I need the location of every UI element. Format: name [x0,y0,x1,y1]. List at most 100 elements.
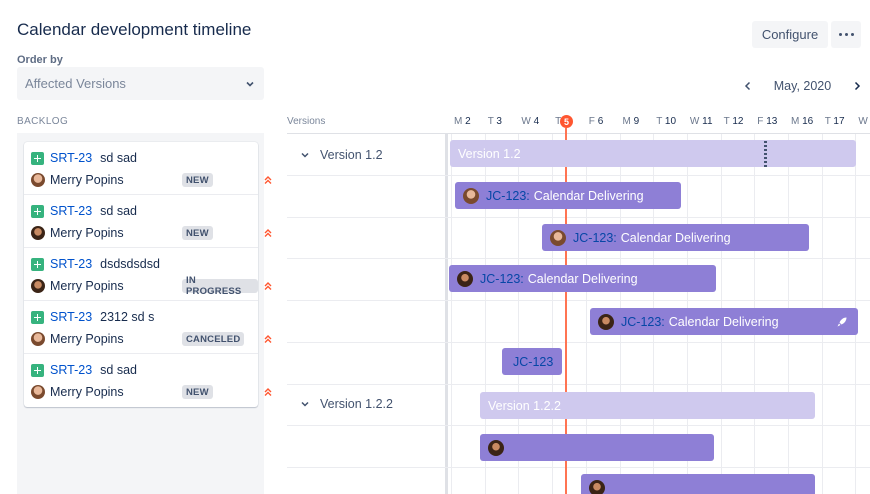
day-gridline [585,134,587,494]
row-divider [287,175,870,176]
issue-bar[interactable]: JC-123: Calendar Delivering [449,265,716,292]
day-column-label: M 16 [791,116,814,127]
backlog-item-header: SRT-23 2312 sd s [31,310,154,324]
status-badge: NEW [182,226,213,240]
avatar [31,226,45,240]
row-divider [287,342,870,343]
issue-bar-summary: Calendar Delivering [527,271,638,286]
avatar [31,173,45,187]
chevron-left-icon[interactable] [740,78,756,94]
chevron-down-icon [301,152,309,158]
day-column-label: F 13 [757,116,778,127]
avatar [589,479,605,494]
assignee-name: Merry Popins [50,279,124,293]
backlog-item-meta: Merry Popins [31,173,272,187]
order-by-select[interactable]: Affected Versions [17,67,264,100]
day-gridline [484,134,486,494]
day-column-label: T 3 [487,116,502,127]
issue-bar[interactable] [581,474,815,494]
version-row-1-2-2[interactable]: Version 1.2.2 [300,397,393,411]
row-divider [287,384,870,385]
day-column-label: W 4 [521,116,540,127]
avatar [598,313,614,330]
issue-bar-key: JC-123: [621,314,665,329]
backlog-list: SRT-23 sd sad Merry Popins NEW SRT-23 sd sad M… [24,142,272,407]
version-name: Version 1.2 [320,148,383,162]
issue-bar-summary: Calendar Delivering [668,314,779,329]
issue-bar[interactable]: JC-123: Calendar Delivering [590,308,858,335]
status-badge: CANCELED [182,332,245,346]
backlog-item[interactable]: SRT-23 sd sad Merry Popins NEW [24,354,272,407]
avatar [457,270,473,287]
backlog-item[interactable]: SRT-23 dsdsdsdsd Merry Popins IN PROGRESS [24,248,272,301]
day-column-label: T 17 [824,116,845,127]
chevron-down-icon [246,81,254,87]
configure-button[interactable]: Configure [752,21,828,48]
avatar [31,279,45,293]
day-column-label: M 9 [622,116,640,127]
today-badge: 5 [560,115,573,128]
backlog-item-meta: Merry Popins [31,279,272,293]
rocket-icon [837,317,847,326]
version-bar-label: Version 1.2.2 [488,398,561,413]
day-column-label: T 10 [656,116,677,127]
story-icon [31,257,44,271]
backlog-item-header: SRT-23 dsdsdsdsd [31,257,160,271]
avatar [550,229,566,246]
status-badge: NEW [182,385,213,399]
story-icon [31,363,44,377]
version-row-1-2[interactable]: Version 1.2 [300,148,383,162]
chevron-down-icon [301,401,309,407]
priority-highest-icon [264,388,272,396]
row-divider [287,467,870,468]
issue-bar[interactable]: JC-123 [502,348,562,375]
issue-summary: dsdsdsdsd [100,257,160,271]
version-name: Version 1.2.2 [320,397,393,411]
assignee-name: Merry Popins [50,385,124,399]
priority-highest-icon [264,282,272,290]
issue-bar-summary: Calendar Delivering [533,188,644,203]
backlog-item[interactable]: SRT-23 sd sad Merry Popins NEW [24,142,272,195]
issue-key[interactable]: SRT-23 [50,257,93,271]
avatar [488,439,504,456]
issue-summary: sd sad [100,151,137,165]
row-divider [287,425,870,426]
day-column-label: T 12 [723,116,744,127]
issue-key[interactable]: SRT-23 [50,363,93,377]
month-navigation: May, 2020 [740,76,865,96]
chevron-right-icon[interactable] [849,78,865,94]
version-bar-label: Version 1.2 [458,146,521,161]
issue-bar[interactable]: JC-123: Calendar Delivering [455,182,681,209]
release-marker [764,140,767,167]
assignee-name: Merry Popins [50,332,124,346]
day-column-label: F 6 [588,116,604,127]
avatar [31,385,45,399]
issue-key[interactable]: SRT-23 [50,151,93,165]
issue-bar-key: JC-123: [480,271,524,286]
status-badge: IN PROGRESS [182,275,258,297]
priority-highest-icon [264,335,272,343]
status-badge: NEW [182,173,213,187]
column-divider [445,134,448,494]
row-divider [287,217,870,218]
backlog-item[interactable]: SRT-23 2312 sd s Merry Popins CANCELED [24,301,272,354]
issue-bar[interactable] [480,434,714,461]
issue-key[interactable]: SRT-23 [50,310,93,324]
avatar [31,332,45,346]
issue-bar[interactable]: JC-123: Calendar Delivering [542,224,809,251]
day-gridline [518,134,520,494]
day-gridline [552,134,554,494]
versions-column-label: Versions [287,116,326,127]
month-label: May, 2020 [773,79,832,93]
day-gridline [451,134,452,494]
page-title: Calendar development timeline [17,20,252,39]
row-divider [287,258,870,259]
backlog-item-header: SRT-23 sd sad [31,151,137,165]
issue-bar-key: JC-123 [513,354,554,369]
backlog-item[interactable]: SRT-23 sd sad Merry Popins NEW [24,195,272,248]
issue-key[interactable]: SRT-23 [50,204,93,218]
row-divider [287,300,870,301]
more-actions-button[interactable] [831,21,861,48]
version-bar[interactable]: Version 1.2 [450,140,856,167]
version-bar[interactable]: Version 1.2.2 [480,392,815,419]
